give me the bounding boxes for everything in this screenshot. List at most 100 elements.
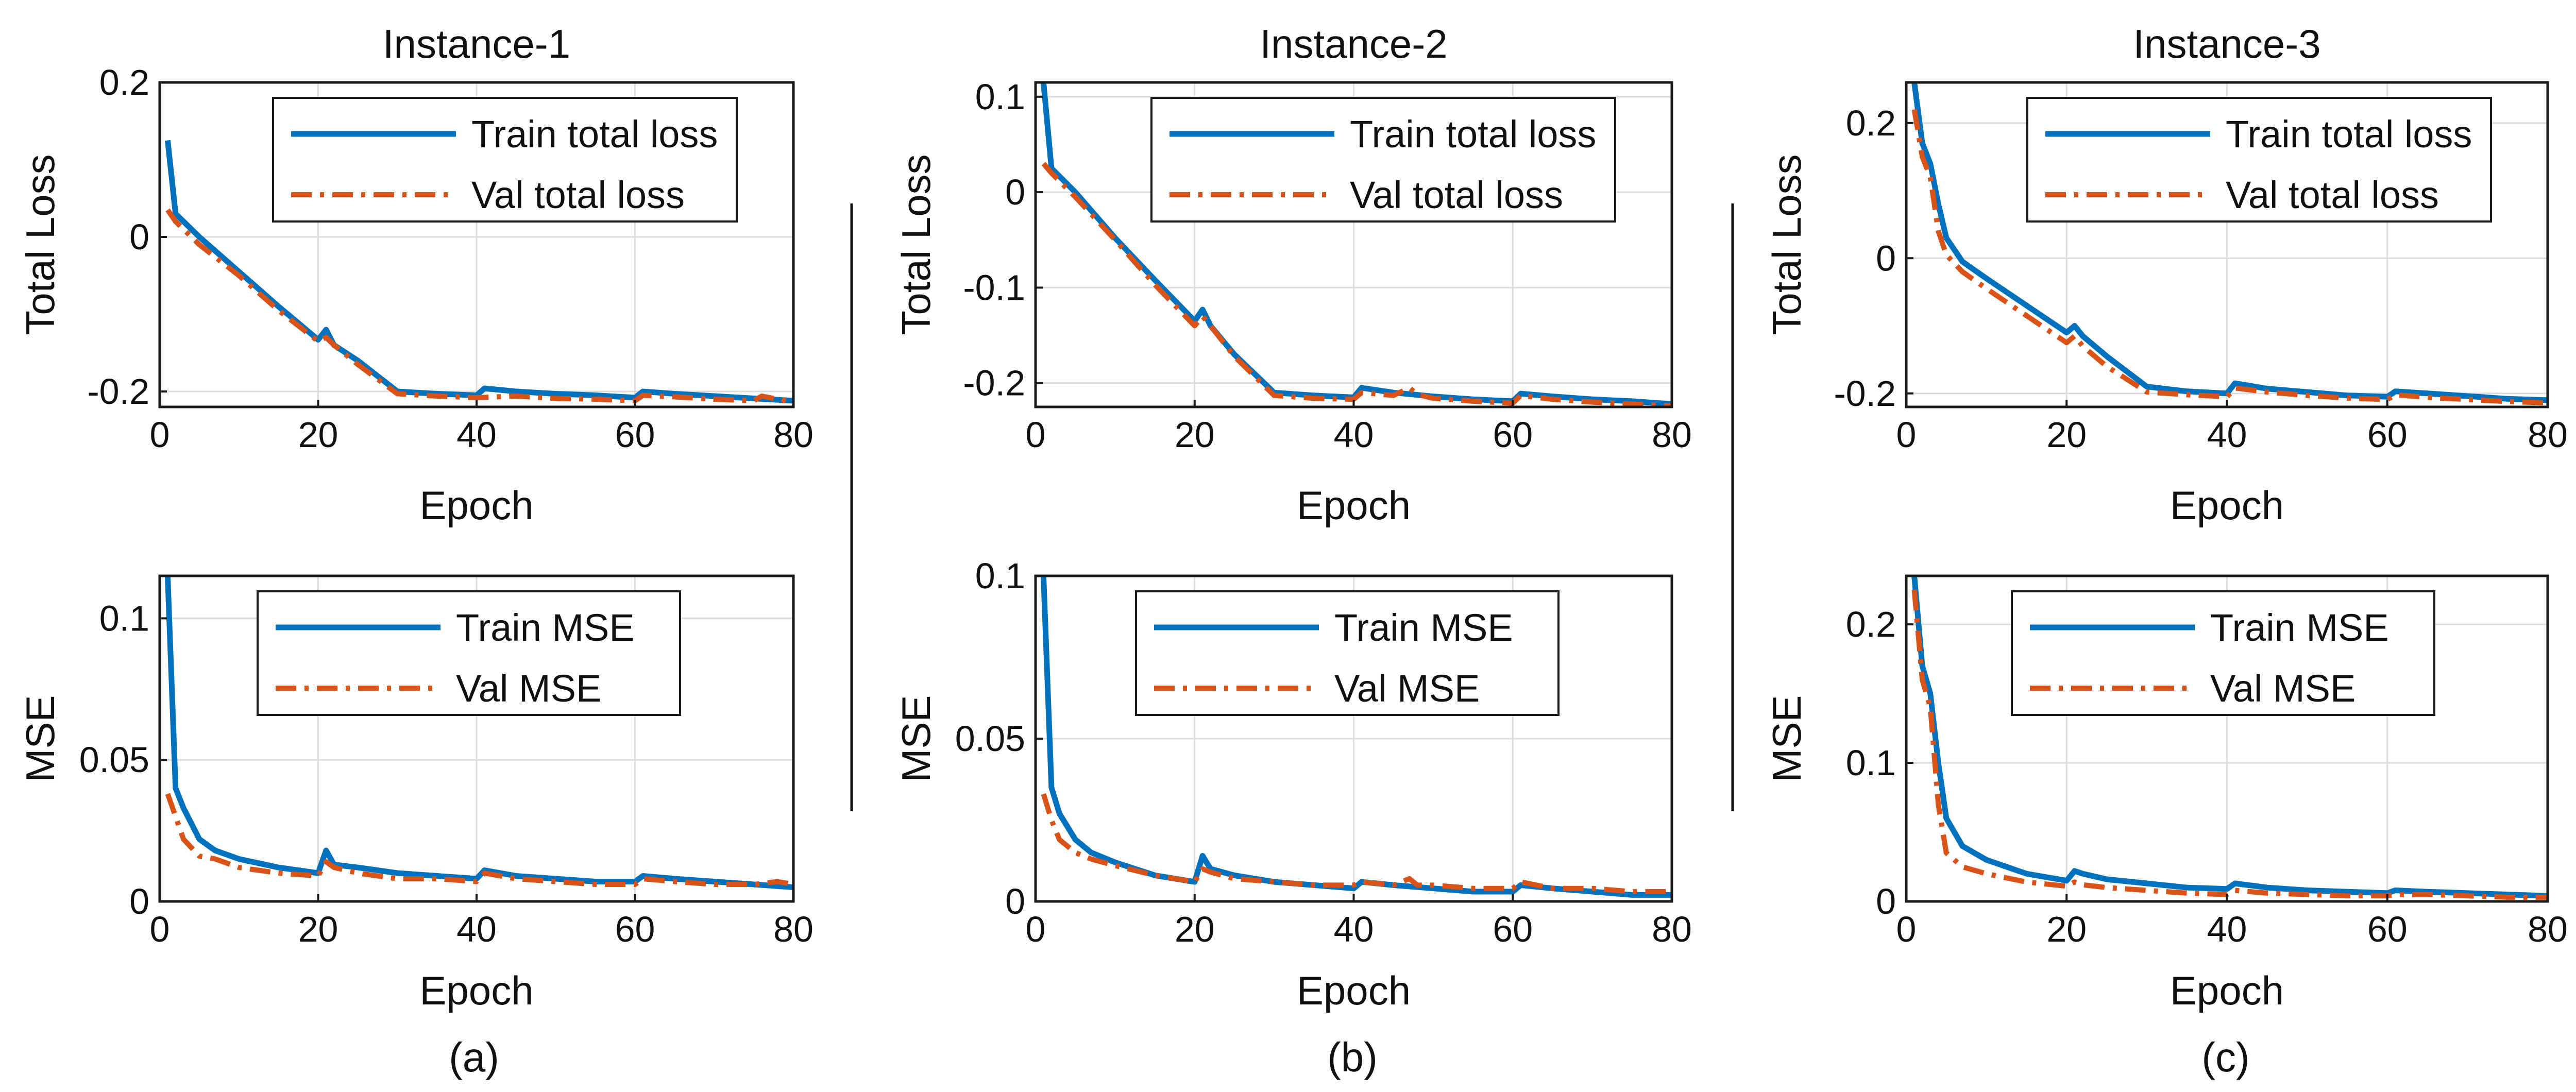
y-tick-label: 0 xyxy=(1876,238,1896,278)
legend-label-train: Train total loss xyxy=(471,113,718,156)
legend-label-train: Train total loss xyxy=(2226,113,2472,156)
y-tick-label: -0.2 xyxy=(963,363,1025,403)
y-tick-label: 0 xyxy=(129,217,149,257)
legend-box xyxy=(1135,590,1560,716)
series-group xyxy=(164,576,793,890)
x-tick-label: 0 xyxy=(1896,909,1917,949)
legend-label-train: Train MSE xyxy=(2210,606,2389,649)
legend-label-train: Train MSE xyxy=(1334,606,1513,649)
val-series-line xyxy=(1911,109,2548,406)
legend: Train total loss Val total loss xyxy=(272,97,738,223)
y-tick-label: -0.1 xyxy=(963,267,1025,308)
y-tick-label: 0.05 xyxy=(79,740,149,780)
caption-a: (a) xyxy=(449,1034,499,1080)
x-tick-label: 40 xyxy=(2207,415,2247,455)
val-series-line xyxy=(1041,162,1672,407)
x-tick-label: 80 xyxy=(2528,415,2568,455)
legend: Train MSE Val MSE xyxy=(257,590,681,716)
x-tick-label: 20 xyxy=(298,415,338,455)
legend: Train total loss Val total loss xyxy=(1150,97,1616,223)
x-tick-label: 60 xyxy=(615,909,655,949)
x-tick-label: 60 xyxy=(615,415,655,455)
legend-label-train: Train MSE xyxy=(456,606,635,649)
y-tick-label: 0.1 xyxy=(1846,743,1896,783)
legend-label-val: Val total loss xyxy=(471,174,685,216)
panel-b-bottom: 0 20 40 60 80 0 0.05 0.1 Epoch MSE Train MSE Val MS… xyxy=(893,556,1692,1013)
x-tick-label: 20 xyxy=(298,909,338,949)
x-tick-label: 0 xyxy=(1896,415,1917,455)
x-axis-label: Epoch xyxy=(419,483,533,528)
y-tick-label: 0 xyxy=(129,881,149,922)
val-series-line xyxy=(165,793,793,887)
y-tick-label: 0 xyxy=(1005,881,1025,922)
val-series-line xyxy=(165,208,793,405)
chart-title: Instance-1 xyxy=(383,21,570,66)
legend: Train total loss Val total loss xyxy=(2026,97,2492,223)
legend-box xyxy=(257,590,681,716)
x-tick-label: 80 xyxy=(1652,415,1692,455)
y-tick-label: 0.2 xyxy=(1846,103,1896,143)
val-series-line xyxy=(1041,793,1672,894)
x-tick-label: 80 xyxy=(773,415,814,455)
y-tick-label: -0.2 xyxy=(87,371,149,412)
train-series-line xyxy=(164,576,793,890)
y-axis-label: Total Loss xyxy=(18,154,63,335)
legend-label-train: Train total loss xyxy=(1350,113,1596,156)
x-tick-label: 20 xyxy=(1175,415,1215,455)
x-tick-label: 60 xyxy=(2367,909,2408,949)
legend: Train MSE Val MSE xyxy=(1135,590,1560,716)
x-tick-label: 60 xyxy=(2367,415,2408,455)
y-tick-label: 0.1 xyxy=(975,77,1025,117)
y-tick-label: 0.05 xyxy=(955,719,1025,759)
legend-label-val: Val MSE xyxy=(2210,667,2355,710)
legend-label-val: Val MSE xyxy=(456,667,601,710)
y-tick-label: 0.1 xyxy=(99,598,149,638)
x-tick-label: 40 xyxy=(456,415,497,455)
legend-box xyxy=(1150,97,1616,223)
panel-a-bottom: 0 20 40 60 80 0 0.05 0.1 Epoch MSE Train MSE Val MS… xyxy=(18,574,814,1013)
x-tick-label: 0 xyxy=(1026,909,1046,949)
x-axis-label: Epoch xyxy=(2170,483,2284,528)
chart-title: Instance-3 xyxy=(2133,21,2320,66)
x-tick-label: 60 xyxy=(1493,415,1533,455)
legend-box xyxy=(272,97,738,223)
legend-box xyxy=(2026,97,2492,223)
y-axis-label: MSE xyxy=(893,695,939,782)
x-tick-label: 40 xyxy=(456,909,497,949)
legend: Train MSE Val MSE xyxy=(2011,590,2435,716)
legend-label-val: Val total loss xyxy=(2226,174,2439,216)
train-series-line xyxy=(1911,576,2548,899)
x-tick-label: 40 xyxy=(1334,415,1374,455)
y-tick-label: -0.2 xyxy=(1834,373,1896,414)
x-tick-label: 40 xyxy=(1334,909,1374,949)
x-axis-label: Epoch xyxy=(419,968,533,1013)
series-group xyxy=(1040,82,1672,407)
legend-box xyxy=(2011,590,2435,716)
y-axis-label: Total Loss xyxy=(1764,154,1809,335)
y-axis-label: Total Loss xyxy=(893,154,939,335)
x-tick-label: 0 xyxy=(150,415,170,455)
y-tick-label: 0 xyxy=(1005,172,1025,212)
series-group xyxy=(1911,82,2548,406)
x-axis-label: Epoch xyxy=(2170,968,2284,1013)
y-tick-label: 0.1 xyxy=(975,556,1025,596)
panel-c-bottom: 0 20 40 60 80 0 0.1 0.2 Epoch MSE Train MSE Val MSE xyxy=(1764,574,2568,1013)
x-tick-label: 80 xyxy=(1652,909,1692,949)
panel-b-top: 0 20 40 60 80 -0.2 -0.1 0 0.1 Instance-2 Epoch Tota… xyxy=(893,21,1692,528)
x-tick-label: 80 xyxy=(2528,909,2568,949)
series-group xyxy=(1040,576,1672,898)
x-tick-label: 40 xyxy=(2207,909,2247,949)
x-tick-label: 20 xyxy=(2046,909,2087,949)
x-axis-label: Epoch xyxy=(1297,483,1411,528)
x-axis-label: Epoch xyxy=(1297,968,1411,1013)
caption-c: (c) xyxy=(2201,1034,2249,1080)
caption-b: (b) xyxy=(1327,1034,1378,1080)
series-group xyxy=(164,140,793,405)
x-tick-label: 80 xyxy=(773,909,814,949)
y-axis-label: MSE xyxy=(18,695,63,782)
y-axis-label: MSE xyxy=(1764,695,1809,782)
x-tick-label: 20 xyxy=(2046,415,2087,455)
